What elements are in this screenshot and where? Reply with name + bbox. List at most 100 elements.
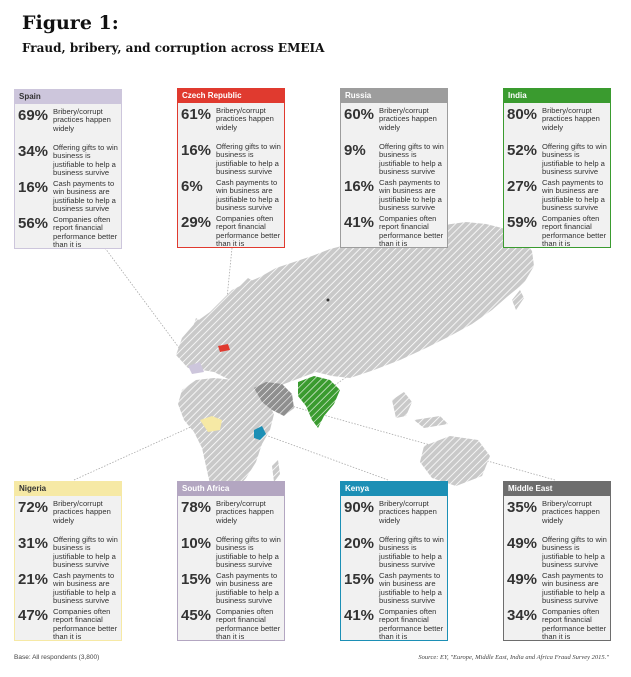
metric-value: 72% bbox=[18, 499, 49, 516]
middle-east-region bbox=[254, 382, 294, 416]
metric-value: 16% bbox=[18, 179, 49, 196]
card-header-india: India bbox=[504, 89, 610, 103]
metric-value: 59% bbox=[507, 214, 538, 231]
metric-label: Offering gifts to win business is justif… bbox=[53, 143, 118, 178]
metric-row: 31% Offering gifts to win business is jus… bbox=[15, 532, 121, 570]
madagascar-landmass bbox=[272, 460, 280, 482]
metric-label: Offering gifts to win business is justif… bbox=[379, 535, 444, 570]
metric-label: Cash payments to win business are justif… bbox=[379, 178, 442, 213]
uk-landmass bbox=[192, 318, 202, 334]
metric-row: 90% Bribery/corrupt practices happen wide… bbox=[341, 496, 447, 532]
metric-value: 80% bbox=[507, 106, 538, 123]
metric-value: 45% bbox=[181, 607, 212, 624]
metric-row: 47% Companies often report financial perf… bbox=[15, 604, 121, 641]
metric-row: 60% Bribery/corrupt practices happen wide… bbox=[341, 103, 447, 139]
card-header-kenya: Kenya bbox=[341, 482, 447, 496]
metric-value: 34% bbox=[507, 607, 538, 624]
card-russia: Russia 60% Bribery/corrupt practices happ… bbox=[340, 88, 448, 248]
eurasia-landmass bbox=[176, 222, 534, 398]
metric-value: 6% bbox=[181, 178, 203, 195]
card-header-middle-east: Middle East bbox=[504, 482, 610, 496]
metric-label: Bribery/corrupt practices happen widely bbox=[542, 499, 600, 525]
metric-value: 35% bbox=[507, 499, 538, 516]
figure-title: Figure 1: bbox=[22, 12, 119, 34]
metric-label: Offering gifts to win business is justif… bbox=[542, 142, 607, 177]
metric-value: 31% bbox=[18, 535, 49, 552]
metric-row: 16% Cash payments to win business are jus… bbox=[341, 175, 447, 213]
metric-value: 69% bbox=[18, 107, 49, 124]
metric-value: 15% bbox=[181, 571, 212, 588]
metric-row: 16% Offering gifts to win business is jus… bbox=[178, 139, 284, 177]
metric-label: Offering gifts to win business is justif… bbox=[53, 535, 118, 570]
metric-label: Cash payments to win business are justif… bbox=[53, 571, 116, 606]
africa-landmass bbox=[178, 378, 274, 500]
metric-value: 47% bbox=[18, 607, 49, 624]
metric-value: 60% bbox=[344, 106, 375, 123]
metric-label: Offering gifts to win business is justif… bbox=[542, 535, 607, 570]
source-note: Source: EY, "Europe, Middle East, India … bbox=[418, 654, 609, 661]
metric-row: 72% Bribery/corrupt practices happen wide… bbox=[15, 496, 121, 532]
metric-value: 61% bbox=[181, 106, 212, 123]
base-note: Base: All respondents (3,800) bbox=[14, 654, 100, 661]
metric-row: 41% Companies often report financial perf… bbox=[341, 211, 447, 249]
seasia-landmass bbox=[392, 392, 448, 428]
card-spain: Spain 69% Bribery/corrupt practices happe… bbox=[14, 89, 122, 249]
metric-value: 78% bbox=[181, 499, 212, 516]
metric-row: 29% Companies often report financial perf… bbox=[178, 211, 284, 249]
metric-row: 80% Bribery/corrupt practices happen wide… bbox=[504, 103, 610, 139]
metric-value: 16% bbox=[344, 178, 375, 195]
metric-label: Cash payments to win business are justif… bbox=[379, 571, 442, 606]
metric-label: Bribery/corrupt practices happen widely bbox=[216, 499, 274, 525]
metric-value: 49% bbox=[507, 535, 538, 552]
metric-value: 16% bbox=[181, 142, 212, 159]
card-czech-republic: Czech Republic 61% Bribery/corrupt practi… bbox=[177, 88, 285, 248]
metric-value: 41% bbox=[344, 607, 375, 624]
metric-row: 9% Offering gifts to win business is just… bbox=[341, 139, 447, 177]
metric-row: 59% Companies often report financial perf… bbox=[504, 211, 610, 249]
metric-row: 78% Bribery/corrupt practices happen wide… bbox=[178, 496, 284, 532]
metric-label: Companies often report financial perform… bbox=[542, 214, 607, 249]
metric-row: 49% Offering gifts to win business is jus… bbox=[504, 532, 610, 570]
metric-row: 15% Cash payments to win business are jus… bbox=[178, 568, 284, 606]
metric-row: 34% Companies often report financial perf… bbox=[504, 604, 610, 641]
metric-label: Cash payments to win business are justif… bbox=[216, 571, 279, 606]
card-header-south-africa: South Africa bbox=[178, 482, 284, 496]
card-header-czech-republic: Czech Republic bbox=[178, 89, 284, 103]
metric-row: 16% Cash payments to win business are jus… bbox=[15, 176, 121, 213]
metric-label: Cash payments to win business are justif… bbox=[216, 178, 279, 213]
metric-label: Companies often report financial perform… bbox=[216, 214, 281, 249]
india-region bbox=[298, 376, 340, 428]
metric-value: 20% bbox=[344, 535, 375, 552]
metric-value: 29% bbox=[181, 214, 212, 231]
nigeria-region bbox=[200, 416, 222, 432]
figure-subtitle: Fraud, bribery, and corruption across EM… bbox=[22, 41, 325, 55]
metric-row: 69% Bribery/corrupt practices happen wide… bbox=[15, 104, 121, 140]
card-header-nigeria: Nigeria bbox=[15, 482, 121, 496]
metric-value: 56% bbox=[18, 215, 49, 232]
metric-label: Bribery/corrupt practices happen widely bbox=[379, 106, 437, 132]
card-header-spain: Spain bbox=[15, 90, 121, 104]
metric-row: 61% Bribery/corrupt practices happen wide… bbox=[178, 103, 284, 139]
metric-row: 52% Offering gifts to win business is jus… bbox=[504, 139, 610, 177]
metric-label: Offering gifts to win business is justif… bbox=[379, 142, 444, 177]
russia-marker bbox=[326, 298, 330, 302]
metric-row: 21% Cash payments to win business are jus… bbox=[15, 568, 121, 606]
metric-row: 15% Cash payments to win business are jus… bbox=[341, 568, 447, 606]
metric-row: 10% Offering gifts to win business is jus… bbox=[178, 532, 284, 569]
australia-landmass bbox=[420, 436, 490, 486]
japan-landmass bbox=[512, 290, 524, 310]
metric-row: 56% Companies often report financial perf… bbox=[15, 212, 121, 249]
metric-label: Cash payments to win business are justif… bbox=[542, 178, 605, 213]
card-kenya: Kenya 90% Bribery/corrupt practices happe… bbox=[340, 481, 448, 641]
metric-row: 6% Cash payments to win business are just… bbox=[178, 175, 284, 213]
metric-row: 49% Cash payments to win business are jus… bbox=[504, 568, 610, 605]
card-middle-east: Middle East 35% Bribery/corrupt practices… bbox=[503, 481, 611, 641]
metric-label: Companies often report financial perform… bbox=[216, 607, 281, 642]
metric-label: Bribery/corrupt practices happen widely bbox=[53, 499, 111, 525]
card-nigeria: Nigeria 72% Bribery/corrupt practices hap… bbox=[14, 481, 122, 641]
metric-label: Offering gifts to win business is justif… bbox=[216, 142, 281, 177]
metric-value: 15% bbox=[344, 571, 375, 588]
metric-label: Companies often report financial perform… bbox=[379, 214, 444, 249]
metric-row: 41% Companies often report financial perf… bbox=[341, 604, 447, 641]
